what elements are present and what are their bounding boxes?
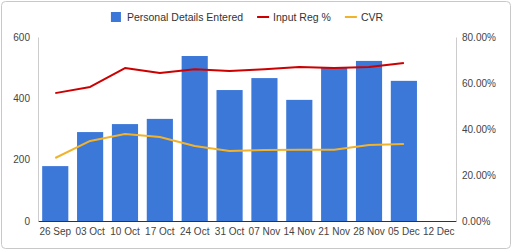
- tick: 31 Oct: [215, 221, 245, 237]
- x-axis: 26 Sep 03 Oct 10 Oct 17 Oct 24 Oct 31 Oct 07 N…: [39, 221, 457, 237]
- tick: 12 Dec: [423, 221, 455, 237]
- tick: 28 Nov: [353, 221, 385, 237]
- bar: [147, 119, 173, 221]
- tick: 60.00%: [456, 78, 496, 89]
- tick: 21 Nov: [318, 221, 350, 237]
- tick-label: 40.00%: [462, 124, 496, 135]
- marks: [42, 56, 417, 221]
- chart: 26 Sep 03 Oct 10 Oct 17 Oct 24 Oct 31 Oct 07 N…: [0, 0, 512, 250]
- tick-label: 07 Nov: [249, 226, 281, 237]
- tick: 05 Dec: [388, 221, 420, 237]
- tick-label: 21 Nov: [318, 226, 350, 237]
- axis-line: [38, 38, 39, 222]
- bar: [321, 67, 347, 221]
- tick-label: 20.00%: [462, 170, 496, 181]
- tick-label: 60.00%: [462, 78, 496, 89]
- tick-label: 03 Oct: [75, 226, 105, 237]
- legend-label: Personal Details Entered: [127, 11, 243, 23]
- tick-label: 600: [13, 32, 30, 43]
- bar: [391, 81, 417, 221]
- legend-item: Personal Details Entered: [111, 11, 243, 23]
- y-axis: 0 200 400 600: [13, 32, 38, 227]
- tick: 0.00%: [456, 216, 490, 227]
- tick: 0: [24, 216, 38, 227]
- tick: 80.00%: [456, 32, 496, 43]
- line: [55, 134, 404, 158]
- tick-label: 26 Sep: [39, 226, 71, 237]
- bar-series: [42, 56, 417, 221]
- tick-label: 10 Oct: [110, 226, 140, 237]
- frame: [2, 2, 511, 249]
- legend-swatch: [345, 16, 357, 18]
- tick: 07 Nov: [249, 221, 281, 237]
- y2-axis: 0.00% 20.00% 40.00% 60.00% 80.00%: [456, 32, 496, 227]
- legend: Personal Details Entered Input Reg % CVR: [111, 11, 384, 23]
- tick: 24 Oct: [180, 221, 210, 237]
- tick: 17 Oct: [145, 221, 175, 237]
- bar: [286, 100, 312, 221]
- legend-label: CVR: [361, 11, 384, 23]
- tick-label: 12 Dec: [423, 226, 455, 237]
- tick: 10 Oct: [110, 221, 140, 237]
- bar: [182, 56, 208, 221]
- bar: [112, 124, 138, 221]
- tick: 20.00%: [456, 170, 496, 181]
- tick-label: 200: [13, 154, 30, 165]
- tick-label: 05 Dec: [388, 226, 420, 237]
- axis-line: [39, 221, 457, 222]
- legend-swatch: [257, 16, 269, 18]
- tick-label: 24 Oct: [180, 226, 210, 237]
- tick-label: 14 Nov: [283, 226, 315, 237]
- plot: 26 Sep 03 Oct 10 Oct 17 Oct 24 Oct 31 Oct 07 N…: [13, 32, 496, 237]
- legend-item: Input Reg %: [257, 11, 331, 23]
- line: [55, 63, 404, 93]
- axis-line: [456, 38, 457, 222]
- tick-label: 400: [13, 93, 30, 104]
- tick: 40.00%: [456, 124, 496, 135]
- legend-label: Input Reg %: [273, 11, 331, 23]
- tick: 26 Sep: [39, 221, 71, 237]
- tick-label: 0.00%: [462, 216, 490, 227]
- legend-item: CVR: [345, 11, 384, 23]
- bar: [356, 61, 382, 221]
- tick-label: 17 Oct: [145, 226, 175, 237]
- tick: 200: [13, 154, 38, 165]
- tick: 600: [13, 32, 38, 43]
- tick: 03 Oct: [75, 221, 105, 237]
- tick-label: 28 Nov: [353, 226, 385, 237]
- bar: [42, 166, 68, 221]
- tick-label: 31 Oct: [215, 226, 245, 237]
- legend-swatch: [111, 12, 121, 22]
- tick-label: 80.00%: [462, 32, 496, 43]
- bar: [216, 90, 242, 221]
- tick-label: 0: [24, 216, 30, 227]
- tick: 400: [13, 93, 38, 104]
- tick: 14 Nov: [283, 221, 315, 237]
